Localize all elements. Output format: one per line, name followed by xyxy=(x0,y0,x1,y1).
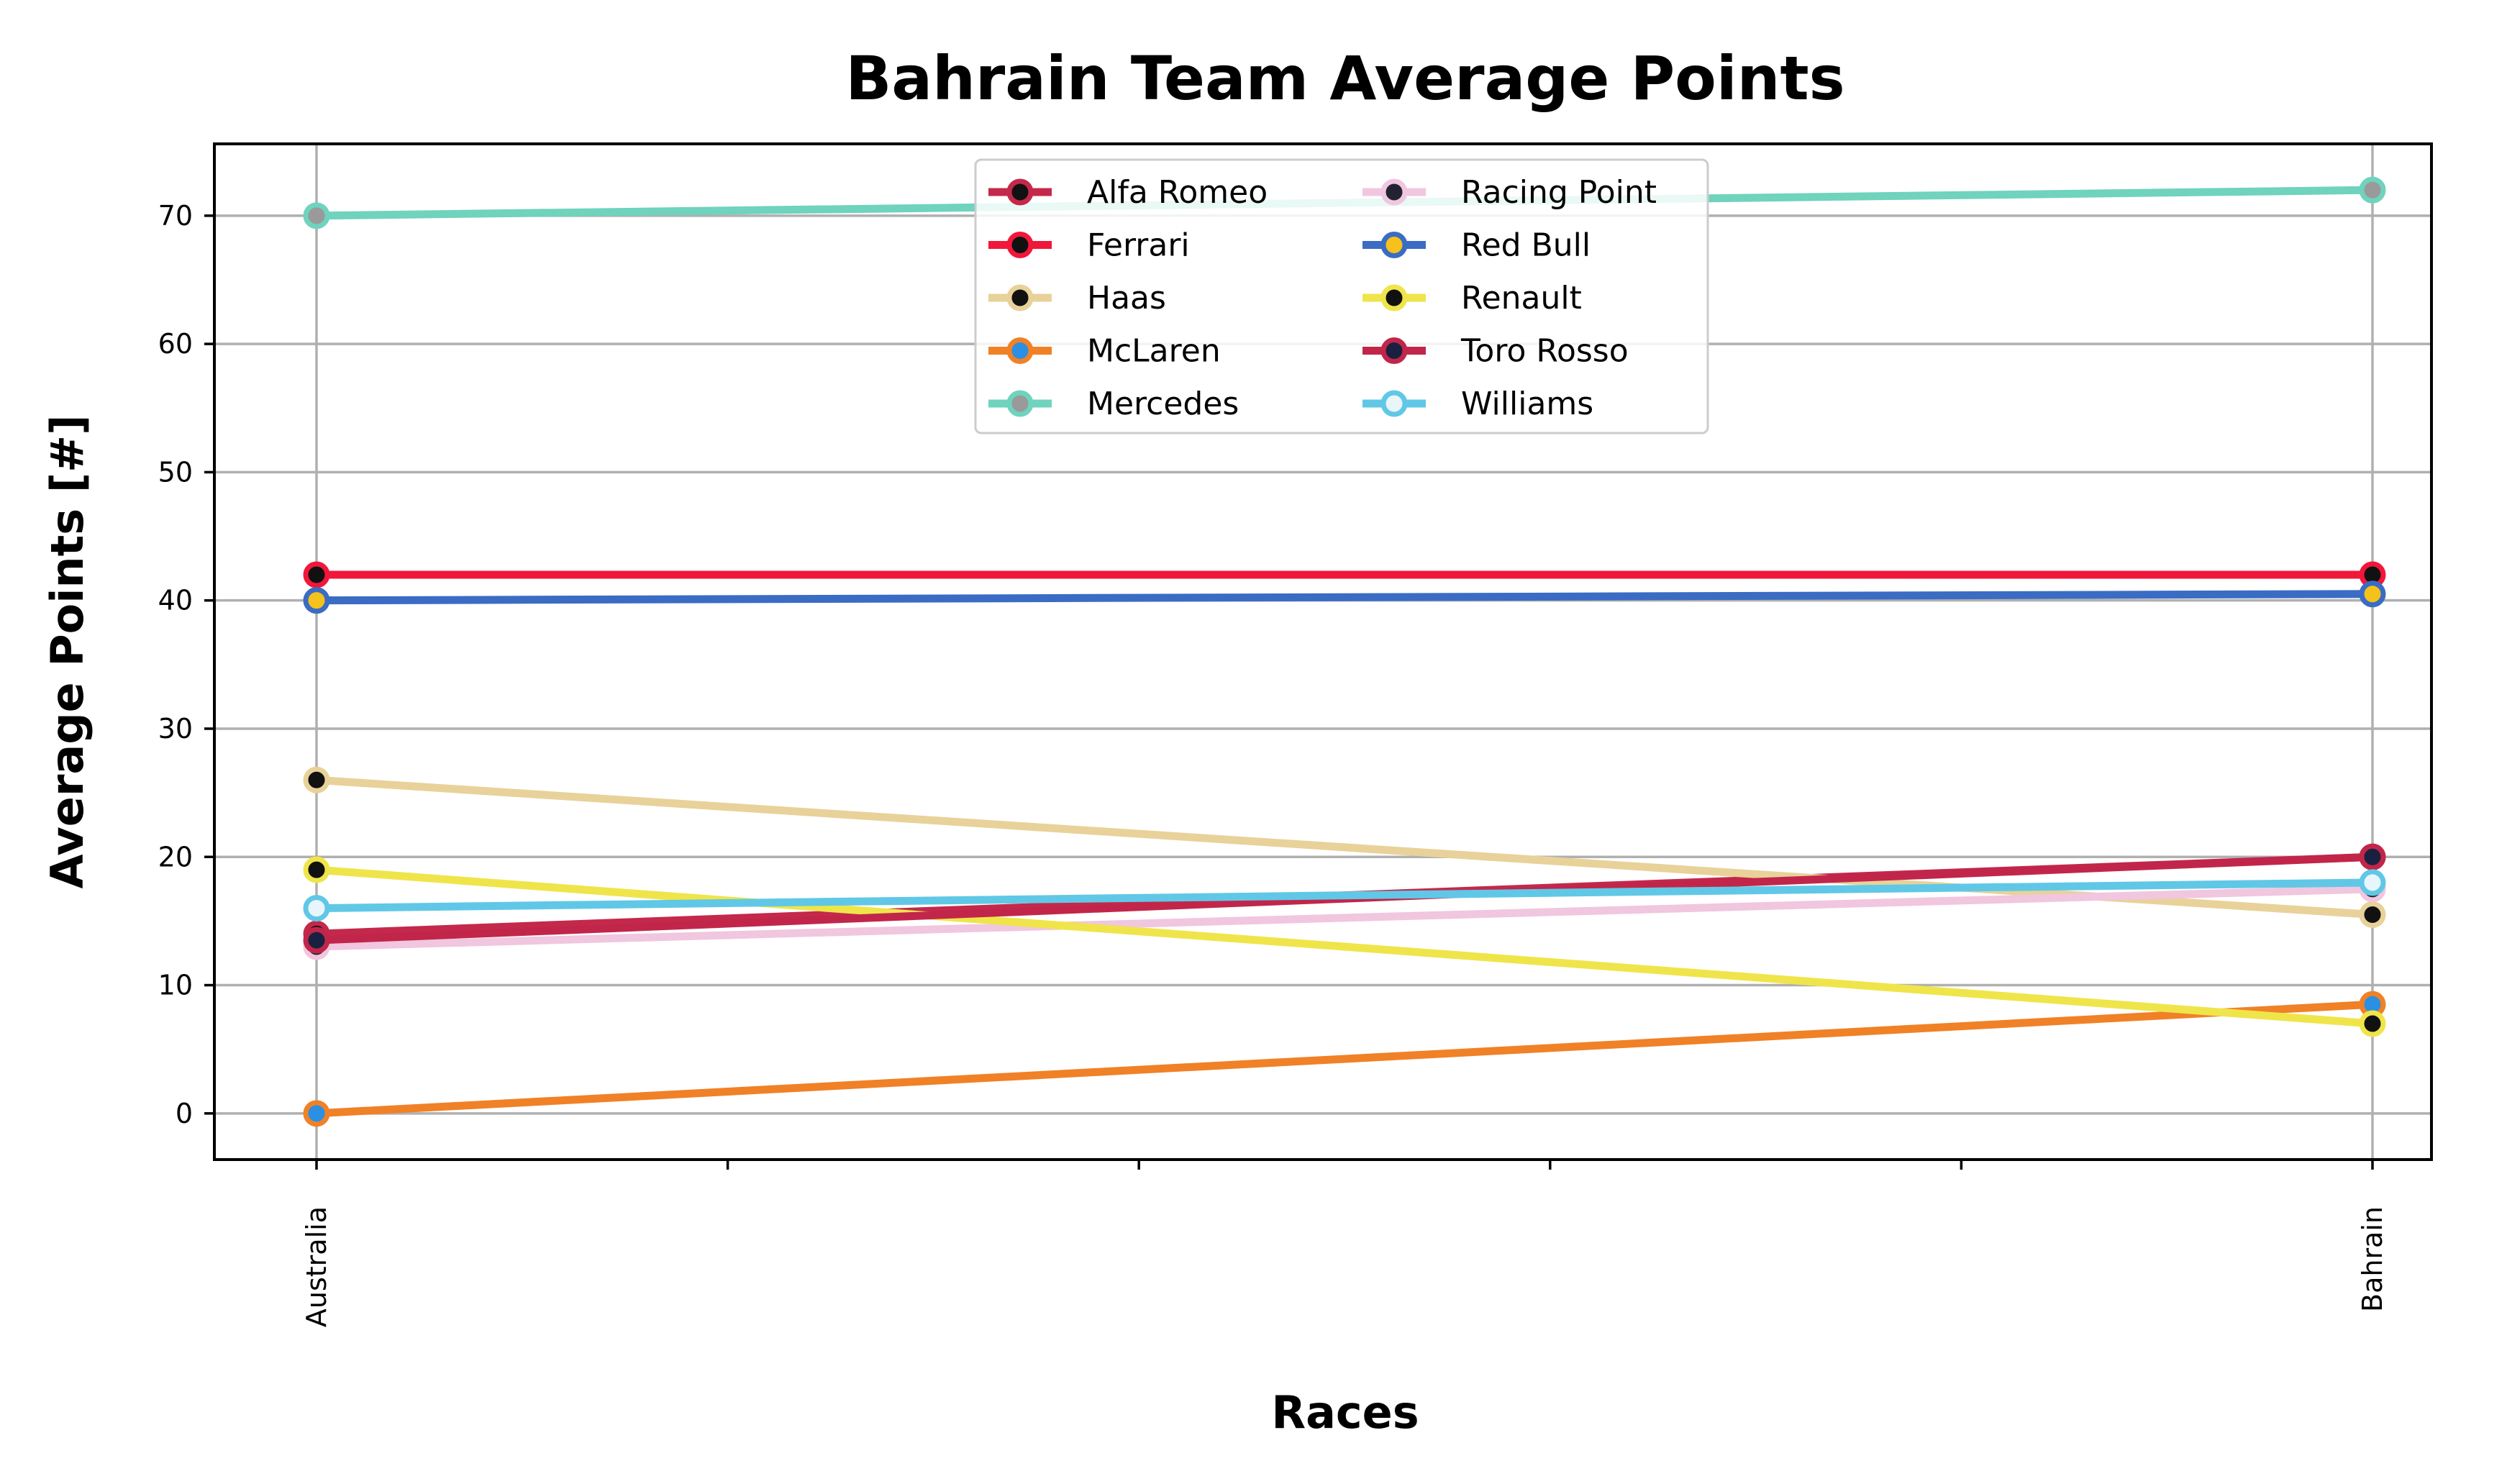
legend-item: Renault xyxy=(1362,280,1582,317)
legend-label: Red Bull xyxy=(1461,227,1591,264)
data-point xyxy=(303,766,330,793)
data-point xyxy=(303,561,330,588)
legend-label: Racing Point xyxy=(1461,174,1657,211)
series-line xyxy=(316,775,2373,919)
data-point xyxy=(2359,843,2386,870)
data-point xyxy=(303,927,330,954)
x-tick-label: Bahrain xyxy=(2357,1206,2388,1312)
y-tick-label: 20 xyxy=(158,841,193,873)
legend-swatch-marker xyxy=(1380,390,1408,417)
legend-item: Haas xyxy=(988,280,1166,317)
legend-label: Ferrari xyxy=(1087,227,1190,264)
legend-swatch-marker xyxy=(1380,232,1408,258)
x-tick-label: Australia xyxy=(301,1206,332,1327)
data-point xyxy=(303,202,330,229)
chart-title: Bahrain Team Average Points xyxy=(845,43,1844,114)
series-line xyxy=(316,865,2373,1028)
legend-swatch-marker xyxy=(1380,178,1408,206)
legend-label: Haas xyxy=(1087,280,1166,317)
plot-area-frame xyxy=(213,142,2433,1161)
legend-item: Alfa Romeo xyxy=(988,174,1268,211)
data-point xyxy=(303,587,330,614)
y-tick-label: 0 xyxy=(176,1098,193,1129)
data-point xyxy=(2359,581,2386,608)
legend-label: Williams xyxy=(1461,386,1593,422)
y-tick-label: 70 xyxy=(158,200,193,232)
series-line xyxy=(316,590,2373,605)
data-point xyxy=(2359,176,2386,204)
y-tick-label: 60 xyxy=(158,328,193,360)
y-tick-label: 40 xyxy=(158,585,193,616)
legend-item: Williams xyxy=(1362,386,1593,422)
series-renault xyxy=(303,856,2386,1037)
legend-label: McLaren xyxy=(1087,333,1221,370)
series-ferrari xyxy=(303,561,2386,588)
legend-label: Toro Rosso xyxy=(1460,333,1629,370)
series-line xyxy=(316,878,2373,913)
legend-label: Renault xyxy=(1461,280,1582,317)
legend-item: Ferrari xyxy=(988,227,1190,264)
data-point xyxy=(303,895,330,922)
legend-swatch-marker xyxy=(1006,178,1034,206)
series-haas xyxy=(303,766,2386,928)
y-tick-label: 30 xyxy=(158,713,193,745)
legend-item: Toro Rosso xyxy=(1362,333,1629,370)
data-point xyxy=(2359,869,2386,896)
legend-swatch-marker xyxy=(1380,284,1408,311)
data-point xyxy=(303,856,330,883)
series-line xyxy=(316,1000,2373,1118)
series-red-bull xyxy=(303,581,2386,614)
legend-label: Mercedes xyxy=(1087,386,1239,422)
x-axis-ticks: Australia Bahrain xyxy=(301,1160,2388,1327)
legend-swatch-marker xyxy=(1006,390,1034,417)
y-axis-ticks: 0 10 20 30 40 50 60 70 xyxy=(158,200,214,1129)
y-axis-label: Average Points [#] xyxy=(41,415,94,889)
x-axis-label: Races xyxy=(1271,1386,1419,1439)
data-point xyxy=(2359,901,2386,928)
legend-box xyxy=(974,158,1709,434)
legend-item: Mercedes xyxy=(988,386,1239,422)
legend-item: McLaren xyxy=(988,333,1221,370)
series-line xyxy=(316,885,2373,951)
legend-item: Racing Point xyxy=(1362,174,1657,211)
legend: Alfa Romeo Ferrari Haas McLaren Mercedes Raci… xyxy=(974,158,1709,434)
legend-item: Red Bull xyxy=(1362,227,1591,264)
legend-swatch-marker xyxy=(1380,337,1408,364)
legend-swatch-marker xyxy=(1006,232,1034,258)
series-williams xyxy=(303,869,2386,922)
y-tick-label: 10 xyxy=(158,970,193,1001)
legend-swatch-marker xyxy=(1006,284,1034,311)
y-tick-label: 50 xyxy=(158,456,193,488)
data-point xyxy=(303,1100,330,1127)
series-layer xyxy=(303,176,2386,1127)
legend-label: Alfa Romeo xyxy=(1087,174,1268,211)
legend-swatch-marker xyxy=(1006,337,1034,364)
data-point xyxy=(2359,1010,2386,1037)
